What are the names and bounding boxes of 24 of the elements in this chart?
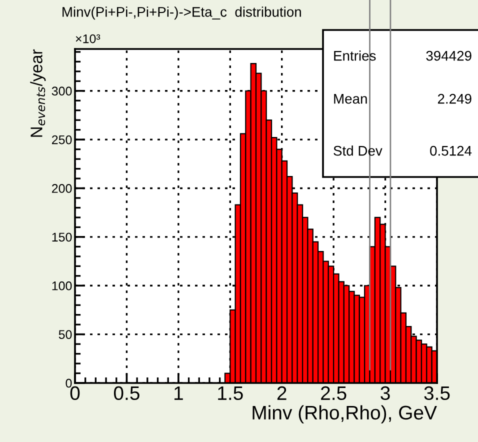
annotation: 0.5124: [430, 146, 472, 156]
annotation: Std Dev: [334, 146, 382, 156]
y-tick-label: 50: [58, 330, 72, 339]
text: ×10³: [76, 34, 100, 44]
x-tick-label: 1: [174, 386, 183, 400]
x-tick-label: 1.5: [218, 386, 243, 400]
y-tick-label: 200: [52, 184, 72, 193]
x-tick-label: 3.5: [424, 386, 450, 400]
y-tick-label: 100: [52, 281, 72, 290]
chart-title: Minv(Pi+Pi-,Pi+Pi-)->Eta_c distribution: [62, 6, 301, 20]
y-tick-label: 0: [66, 378, 72, 388]
y-axis-title: N$_{events}$/year: [30, 49, 46, 137]
x-axis-title: Minv (Rho,Rho), GeV: [252, 405, 437, 424]
annotation: Entries: [334, 50, 376, 61]
annotation: 394429: [426, 50, 472, 61]
y-tick-label: 250: [52, 135, 72, 144]
y-tick-label: 300: [52, 86, 72, 96]
x-tick-label: 2.5: [321, 386, 346, 400]
x-tick-label: 0.5: [114, 386, 140, 400]
x-tick-label: 3: [380, 386, 390, 400]
annotation: Mean: [334, 94, 367, 104]
text: 2.249: [438, 94, 472, 104]
y-tick-label: 150: [52, 232, 72, 242]
x-tick-label: 2: [277, 386, 286, 400]
